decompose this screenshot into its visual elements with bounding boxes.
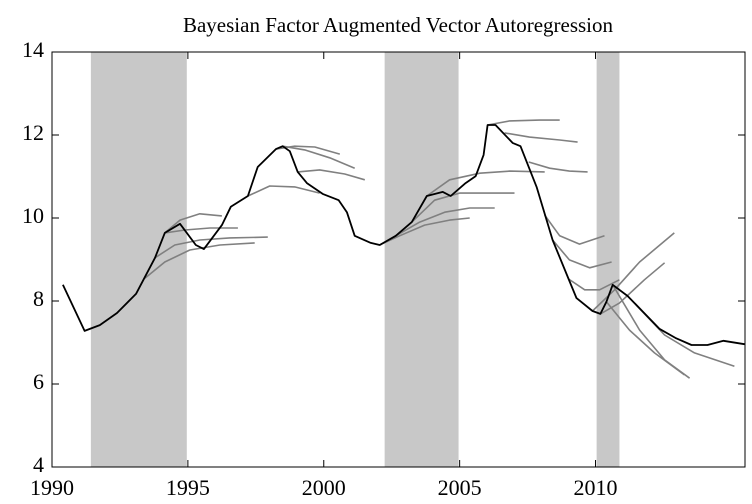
forecast-line bbox=[504, 132, 578, 143]
x-tick-label: 2005 bbox=[438, 475, 482, 500]
y-tick-label: 6 bbox=[33, 369, 44, 394]
forecast-line bbox=[591, 232, 675, 312]
forecast-line bbox=[627, 295, 735, 367]
y-tick-label: 8 bbox=[33, 286, 44, 311]
x-tick-label: 1995 bbox=[166, 475, 210, 500]
forecast-line bbox=[426, 170, 545, 197]
forecast-line bbox=[411, 192, 515, 223]
forecast-line bbox=[154, 236, 268, 259]
forecast-line bbox=[544, 214, 605, 245]
shaded-region bbox=[384, 52, 459, 467]
chart-title: Bayesian Factor Augmented Vector Autoreg… bbox=[183, 13, 614, 37]
shaded-region bbox=[90, 52, 187, 467]
forecast-line bbox=[528, 161, 588, 173]
y-tick-label: 4 bbox=[33, 452, 44, 477]
data-line bbox=[62, 124, 745, 346]
forecast-line bbox=[551, 239, 612, 269]
forecast-line bbox=[379, 217, 470, 246]
forecast-line bbox=[164, 227, 238, 234]
forecast-line bbox=[144, 242, 255, 279]
forecast-line bbox=[487, 119, 560, 126]
shaded-region bbox=[596, 52, 620, 467]
y-tick-label: 14 bbox=[22, 37, 44, 62]
x-tick-label: 2000 bbox=[302, 475, 346, 500]
forecast-line bbox=[247, 185, 320, 197]
forecast-line bbox=[612, 284, 691, 379]
plot-frame bbox=[51, 51, 746, 468]
forecast-line bbox=[164, 213, 222, 234]
forecast-line bbox=[568, 278, 620, 291]
forecast-line bbox=[282, 145, 356, 169]
x-tick-label: 1990 bbox=[30, 475, 74, 500]
forecast-line bbox=[297, 169, 366, 181]
forecast-line bbox=[395, 207, 495, 237]
y-tick-label: 12 bbox=[22, 120, 44, 145]
forecast-line bbox=[600, 262, 666, 315]
x-tick-label: 2010 bbox=[574, 475, 618, 500]
y-tick-label: 10 bbox=[22, 203, 44, 228]
